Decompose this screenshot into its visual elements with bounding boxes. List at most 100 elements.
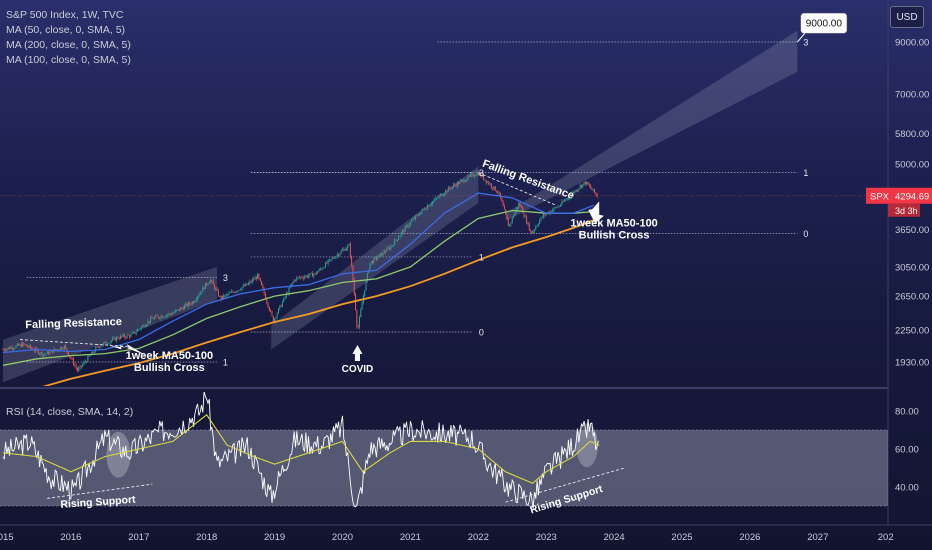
candle-body	[442, 195, 444, 196]
chart-legend[interactable]: S&P 500 Index, 1W, TVC MA (50, close, 0,…	[6, 8, 131, 68]
candle-body	[97, 346, 99, 347]
candle-body	[489, 183, 491, 185]
candle-body	[279, 305, 281, 309]
price-tick-9: 1930.00	[895, 358, 929, 369]
candle-body	[227, 294, 229, 296]
level-label-3: 0	[803, 229, 808, 239]
candle-body	[84, 361, 86, 363]
candle-body	[456, 182, 458, 187]
candle-body	[509, 224, 511, 227]
candle-body	[477, 172, 479, 176]
candle-body	[52, 350, 54, 353]
legend-title[interactable]: S&P 500 Index, 1W, TVC	[6, 9, 124, 21]
time-tick-4: 2018	[196, 532, 217, 543]
candle-body	[318, 269, 320, 272]
candle-body	[483, 175, 485, 180]
candle-body	[165, 315, 167, 317]
price-tick-1: 9000.00	[895, 38, 929, 49]
candle-body	[305, 275, 307, 277]
candle-body	[567, 197, 569, 199]
candle-body	[24, 344, 26, 345]
candle-body	[449, 187, 451, 189]
candle-body	[83, 361, 85, 365]
rsi-pane[interactable]	[0, 392, 888, 509]
candle-body	[411, 220, 413, 222]
candle-body	[249, 281, 251, 284]
candle-body	[61, 347, 63, 350]
legend-ma50[interactable]: MA (50, close, 0, SMA, 5)	[6, 24, 126, 36]
ma50-line	[2, 192, 594, 354]
candle-body	[412, 218, 414, 221]
candle-body	[582, 183, 584, 188]
candle-body	[539, 220, 541, 225]
candle-body	[65, 345, 67, 349]
candle-body	[476, 172, 478, 176]
candle-body	[313, 274, 315, 277]
candle-body	[545, 213, 547, 216]
candle-body	[224, 294, 226, 298]
candle-body	[399, 235, 401, 238]
candle-body	[336, 254, 338, 257]
candle-body	[438, 195, 440, 198]
candle-body	[447, 187, 449, 192]
candle-body	[291, 283, 293, 287]
candle-body	[556, 207, 558, 209]
rsi-legend[interactable]: RSI (14, close, SMA, 14, 2)	[6, 406, 134, 418]
candle-body	[142, 325, 144, 327]
candle-body	[530, 230, 532, 231]
candle-body	[10, 347, 12, 349]
bullish-cross-label-1-line1: 1week MA50-100	[126, 350, 213, 362]
currency-button[interactable]: USD	[890, 6, 924, 28]
candle-body	[349, 244, 351, 257]
candle-body	[375, 257, 377, 260]
candle-body	[174, 310, 176, 313]
candle-body	[571, 192, 573, 195]
candle-body	[44, 354, 46, 355]
price-tick-8: 2250.00	[895, 326, 929, 337]
falling-resistance-line-1	[19, 339, 129, 347]
candle-body	[326, 262, 328, 264]
candle-body	[278, 308, 280, 314]
candle-body	[392, 245, 394, 246]
candle-body	[19, 344, 21, 346]
bullish-cross-label-2-line1: 1week MA50-100	[570, 218, 657, 230]
candle-body	[389, 247, 391, 250]
candle-body	[251, 279, 253, 283]
candle-body	[118, 338, 120, 340]
legend-ma200[interactable]: MA (200, close, 0, SMA, 5)	[6, 39, 131, 51]
candle-body	[12, 348, 14, 350]
candle-body	[360, 309, 362, 318]
price-badge-symbol: SPX	[870, 191, 890, 202]
candle-body	[357, 326, 359, 328]
candle-body	[40, 352, 42, 354]
candle-body	[553, 207, 555, 210]
candle-body	[186, 303, 188, 307]
price-tick-5: 3650.00	[895, 225, 929, 236]
candle-body	[463, 179, 465, 182]
candle-body	[531, 230, 533, 234]
candle-body	[194, 300, 196, 303]
candle-body	[293, 279, 295, 283]
candle-body	[374, 257, 376, 259]
candle-body	[131, 333, 133, 334]
candle-body	[202, 287, 204, 293]
candle-body	[436, 197, 438, 199]
candle-body	[109, 341, 111, 344]
candle-body	[549, 211, 551, 214]
price-pane[interactable]	[0, 30, 888, 399]
candle-body	[150, 317, 152, 323]
candle-body	[76, 368, 78, 371]
candle-body	[193, 301, 195, 303]
candle-body	[155, 315, 157, 318]
candle-body	[358, 317, 360, 328]
candle-body	[280, 305, 282, 307]
candle-body	[501, 197, 503, 202]
candle-body	[503, 205, 505, 210]
legend-ma100[interactable]: MA (100, close, 0, SMA, 5)	[6, 54, 131, 66]
candle-body	[464, 181, 466, 182]
candle-body	[321, 269, 323, 270]
candle-body	[281, 301, 283, 307]
candle-body	[272, 315, 274, 323]
candle-body	[108, 343, 110, 345]
